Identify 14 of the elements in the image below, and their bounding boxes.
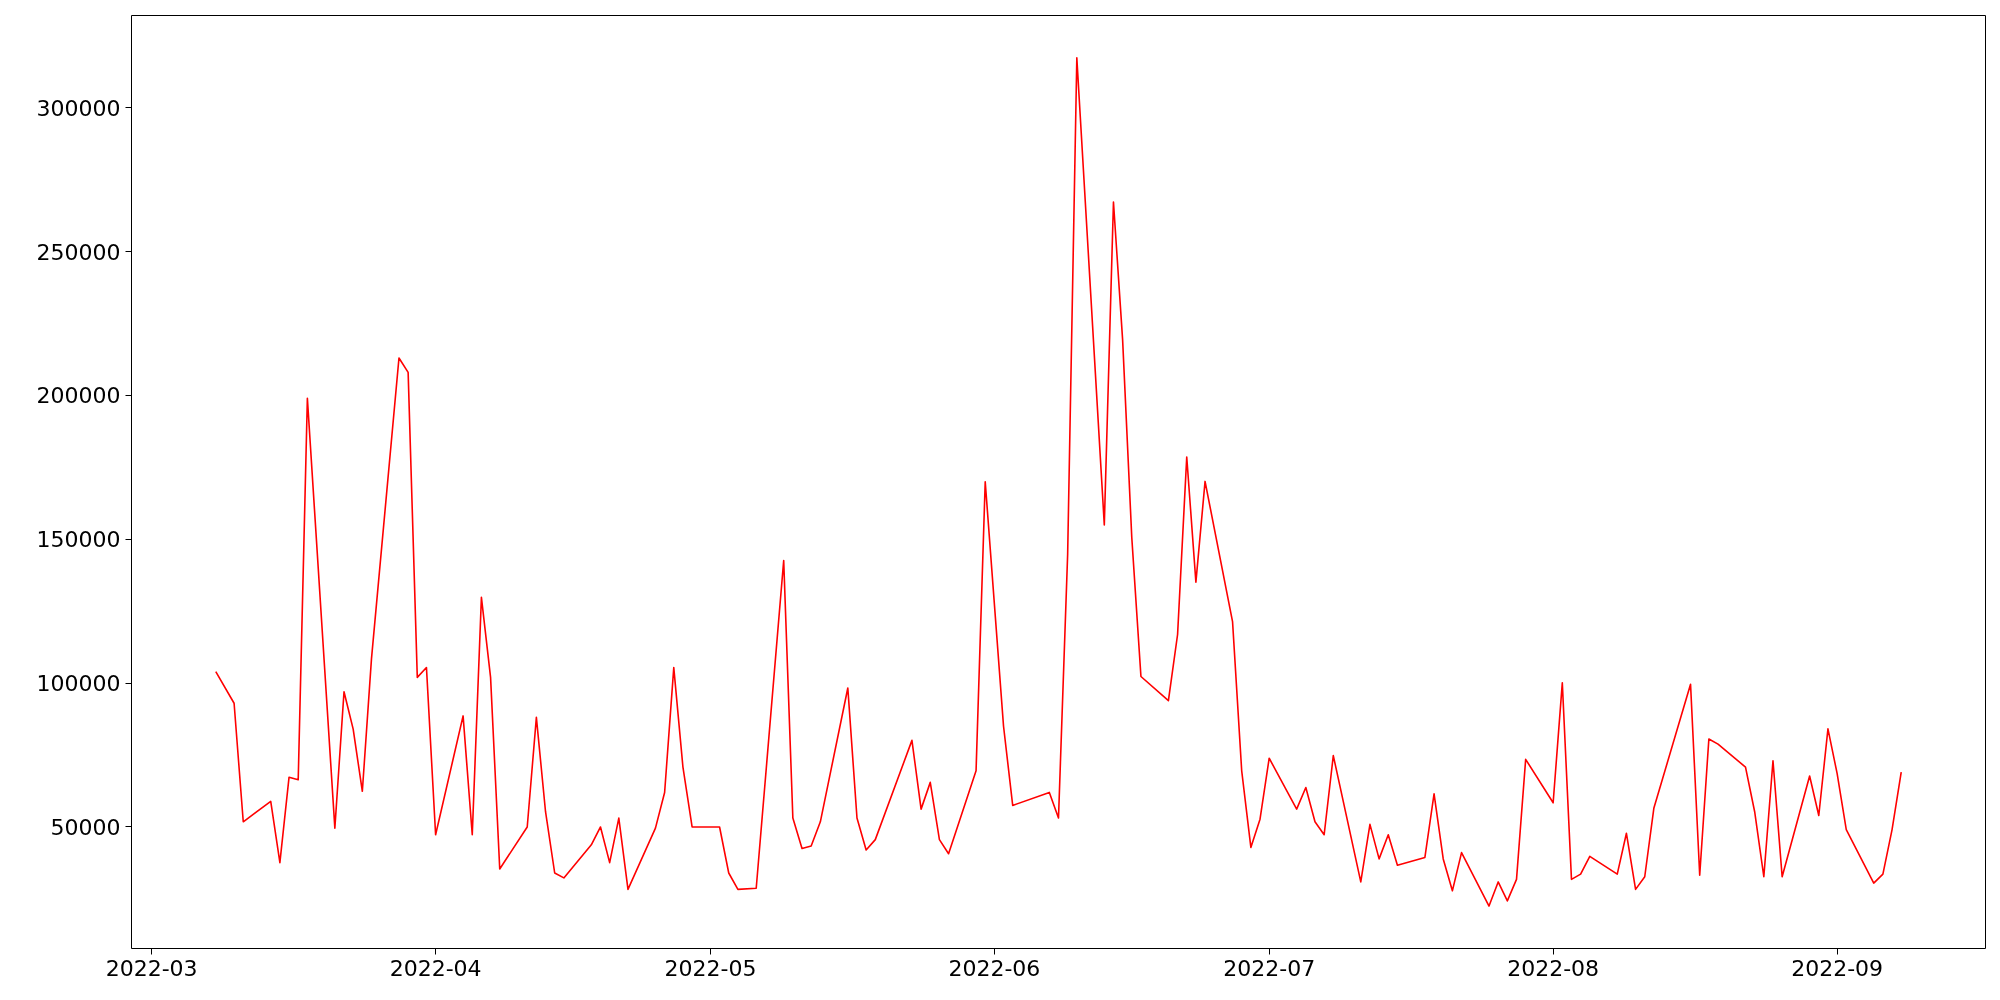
x-tick-label: 2022-06 [948,955,1041,981]
x-tick-label: 2022-08 [1507,955,1600,981]
x-tick-label: 2022-04 [389,955,482,981]
line-series [214,57,1903,907]
x-tick-label: 2022-07 [1223,955,1316,981]
y-tick-label: 250000 [36,239,121,265]
y-tick-label: 200000 [36,383,121,409]
y-tick-label: 100000 [36,671,121,697]
x-tick-label: 2022-05 [664,955,757,981]
x-tick-label: 2022-09 [1791,955,1884,981]
x-tick-label: 2022-03 [105,955,198,981]
y-tick-label: 300000 [36,95,121,121]
y-tick-label: 150000 [36,527,121,553]
y-tick-label: 50000 [50,814,121,840]
